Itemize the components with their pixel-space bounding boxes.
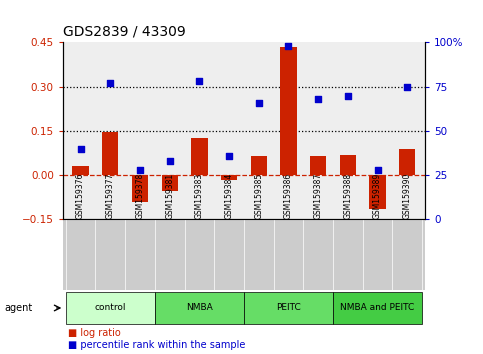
Bar: [251, 156, 267, 175]
FancyBboxPatch shape: [66, 292, 155, 324]
Bar: [280, 47, 297, 175]
Text: ■ log ratio: ■ log ratio: [68, 328, 120, 338]
Text: control: control: [95, 303, 126, 313]
Text: agent: agent: [5, 303, 33, 313]
Bar: [310, 156, 327, 175]
Bar: [191, 138, 208, 175]
Point: [403, 84, 411, 90]
Bar: [132, 175, 148, 202]
Point: [77, 146, 85, 152]
Bar: [72, 166, 89, 175]
Point: [196, 79, 203, 84]
FancyBboxPatch shape: [333, 292, 422, 324]
Bar: [369, 175, 386, 209]
Text: GDS2839 / 43309: GDS2839 / 43309: [63, 24, 185, 39]
Bar: [221, 175, 237, 180]
Point: [225, 153, 233, 159]
Bar: [102, 132, 118, 175]
Point: [106, 80, 114, 86]
Bar: [161, 175, 178, 192]
Point: [374, 167, 382, 173]
Text: PEITC: PEITC: [276, 303, 301, 313]
FancyBboxPatch shape: [244, 292, 333, 324]
Text: NMBA and PEITC: NMBA and PEITC: [341, 303, 415, 313]
Point: [284, 43, 292, 49]
FancyBboxPatch shape: [155, 292, 244, 324]
Bar: [399, 149, 415, 175]
Point: [255, 100, 263, 105]
Point: [314, 96, 322, 102]
Point: [166, 158, 173, 164]
Text: NMBA: NMBA: [186, 303, 213, 313]
Point: [136, 167, 144, 173]
Bar: [340, 155, 356, 175]
Text: ■ percentile rank within the sample: ■ percentile rank within the sample: [68, 340, 245, 350]
Point: [344, 93, 352, 98]
